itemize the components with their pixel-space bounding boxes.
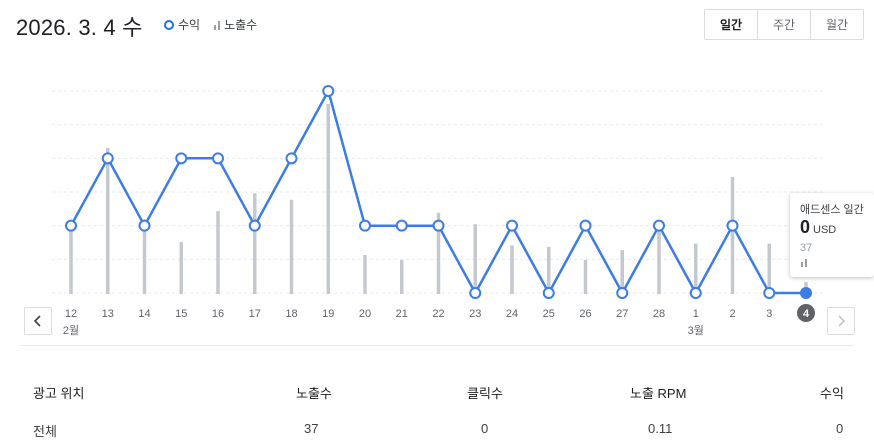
revenue-point [323,86,333,96]
impression-bar [253,193,257,294]
x-tick-label: 4 [803,308,810,320]
revenue-point [801,288,811,298]
revenue-point [140,221,150,231]
tooltip-unit: USD [813,224,836,236]
revenue-point [654,221,664,231]
x-tick-label: 28 [653,308,665,320]
impression-bar [768,244,772,294]
impression-bar [400,260,404,294]
revenue-point [397,221,407,231]
revenue-point [691,288,701,298]
table-cell-revenue: 0 [836,421,843,436]
x-tick-label: 2 [729,308,735,320]
bar-marker-icon [801,259,807,267]
section-divider [20,345,854,346]
tooltip-value: 0 USD [800,217,836,238]
revenue-point [176,153,186,163]
x-tick-label: 12 [65,308,77,320]
x-tick-label: 13 [102,308,114,320]
table-header-rpm: 노출 RPM [630,383,686,402]
x-tick-label: 27 [616,308,628,320]
revenue-point [360,221,370,231]
table-cell-impressions: 37 [304,421,318,436]
x-axis-labels: 12 13 14 15 16 17 18 19 20 21 22 23 24 25 26 27 28 1 2 3 42월… [63,304,815,337]
impression-bar [363,255,367,294]
x-tick-label: 15 [175,308,187,320]
impression-bar [474,224,478,294]
revenue-point [434,221,444,231]
impression-bar [547,247,551,294]
impression-bar [106,148,110,294]
x-tick-label: 21 [396,308,408,320]
chevron-right-icon[interactable] [827,307,855,335]
impression-bar [327,104,331,294]
x-tick-label: 18 [285,308,297,320]
x-tick-label: 23 [469,308,481,320]
table-header-clicks: 클릭수 [467,383,503,402]
month-label: 3월 [688,324,704,337]
x-tick-label: 1 [693,308,699,320]
x-tick-label: 24 [506,308,518,320]
impression-bar [694,244,698,294]
x-tick-label: 22 [432,308,444,320]
x-tick-label: 17 [249,308,261,320]
revenue-point [617,288,627,298]
x-tick-label: 20 [359,308,371,320]
table-cell-clicks: 0 [481,421,488,436]
impression-bar [510,245,514,294]
revenue-point [728,221,738,231]
table-cell-rpm: 0.11 [648,421,672,436]
impression-bars [69,104,808,294]
revenue-point [213,153,223,163]
revenue-point [250,221,260,231]
month-label: 2월 [63,324,79,337]
impression-bar [180,242,184,294]
revenue-point [544,288,554,298]
revenue-impressions-chart: 12 13 14 15 16 17 18 19 20 21 22 23 24 25 26 27 28 1 2 3 42월… [0,0,874,345]
tooltip-title: 애드센스 일간 [800,201,864,217]
revenue-point [287,153,297,163]
impression-bar [216,211,220,294]
chevron-left-icon[interactable] [24,307,52,335]
table-header-revenue: 수익 [820,383,844,402]
revenue-point [764,288,774,298]
impression-bar [290,200,294,294]
x-tick-label: 19 [322,308,334,320]
revenue-point [66,221,76,231]
revenue-point [470,288,480,298]
table-cell-placement: 전체 [33,421,57,440]
x-tick-label: 3 [766,308,772,320]
chart-tooltip: 애드센스 일간 0 USD 37 [790,193,874,277]
table-header-impressions: 노출수 [296,383,332,402]
revenue-point [507,221,517,231]
table-header-placement: 광고 위치 [33,383,84,402]
impression-bar [143,221,147,294]
x-tick-label: 16 [212,308,224,320]
impression-bar [657,226,661,294]
revenue-point [103,153,113,163]
impression-bar [69,226,73,294]
x-tick-label: 26 [579,308,591,320]
tooltip-impressions: 37 [800,242,812,254]
impression-bar [731,177,735,294]
revenue-point [581,221,591,231]
x-tick-label: 25 [543,308,555,320]
x-tick-label: 14 [138,308,150,320]
impression-bar [584,260,588,294]
